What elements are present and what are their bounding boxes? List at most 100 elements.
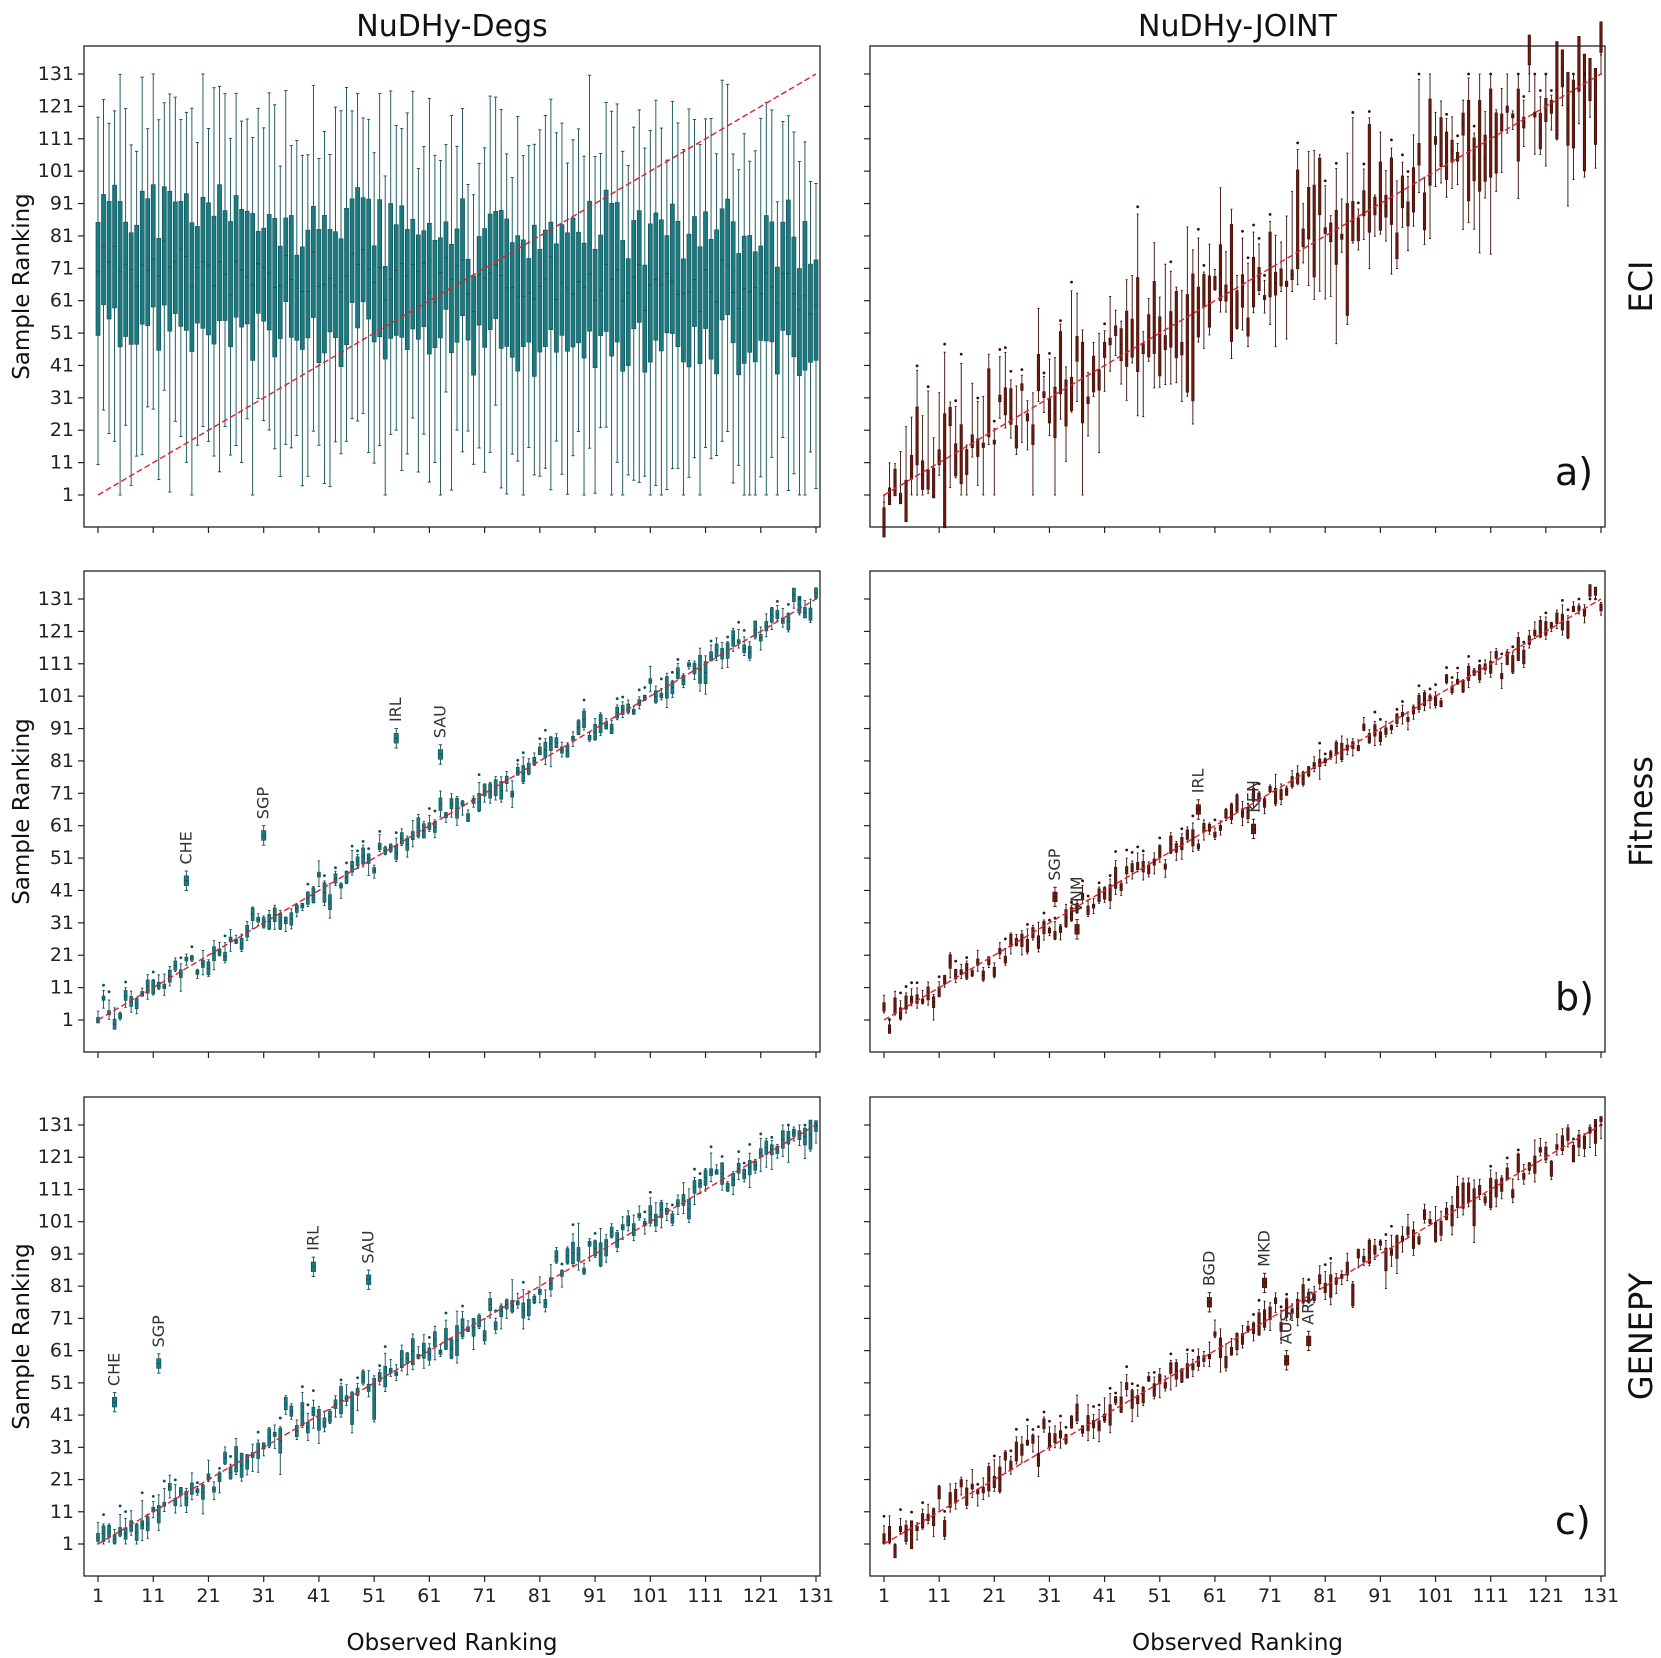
box-107 [1467,663,1471,689]
outlier-point [1003,937,1007,941]
box-body [681,258,686,363]
box-62 [432,154,438,464]
box-60 [421,146,427,435]
outlier-point [1373,710,1377,714]
box-body [664,235,670,334]
box-99 [637,1205,642,1221]
box-116 [731,627,735,652]
outlier-point [676,658,680,661]
box-18 [189,107,195,496]
outlier-point [693,1167,696,1171]
box-89 [1367,729,1371,744]
box-36 [1075,900,1079,914]
box-49 [1147,298,1151,362]
box-9 [140,987,145,997]
outlier-point [720,1155,724,1158]
box-41 [317,860,321,888]
box-72 [1274,773,1278,807]
box-130 [808,598,813,623]
box-67 [1246,262,1250,347]
outlier-point [643,686,647,689]
box-72 [1274,234,1278,348]
outlier-point [1367,110,1371,113]
outlier-point [593,1231,597,1235]
box-body [719,208,725,321]
box-109 [692,118,697,459]
box-16 [179,963,183,992]
box-68 [1251,231,1256,314]
box-107 [681,673,686,689]
box-69 [1257,791,1261,812]
box-31 [261,127,267,422]
y-tick-label: 1 [62,1533,74,1555]
outlier-point [915,364,919,368]
y-tick-label: 91 [50,193,74,215]
box-15 [173,957,178,972]
outlier-point [954,399,958,403]
box-90 [1373,194,1377,237]
box-122 [1549,621,1553,633]
box-56 [1185,226,1189,397]
outlier-point [748,1142,752,1146]
box-body [222,210,228,321]
box-body [642,264,648,373]
box-35 [283,916,288,932]
box-84 [554,733,559,749]
box-body [498,209,504,349]
box-body [128,232,134,345]
box-44 [1119,320,1123,385]
outlier-point [888,1018,891,1021]
box-3 [106,122,112,434]
box-body [758,245,764,341]
box-110 [697,143,703,496]
outlier-point [1467,72,1471,76]
outlier-point [1456,134,1459,138]
outlier-point [151,1494,155,1498]
box-60 [422,1334,426,1369]
outlier-point [1456,666,1459,670]
outlier-point [1048,918,1051,922]
outlier-point [1467,655,1471,658]
box-124 [775,1143,780,1159]
box-106 [676,1194,680,1215]
box-71 [482,147,487,473]
outlier-point [998,348,1002,351]
outlier-point [1334,161,1338,165]
box-69 [1257,243,1261,295]
outlier-point [1026,922,1029,926]
outlier-point [1445,112,1448,116]
box-24 [223,1446,227,1465]
box-13 [162,1488,167,1513]
box-24 [1009,379,1013,439]
box-87 [571,1233,575,1267]
box-71 [1268,220,1272,326]
outlier-point [1566,608,1570,612]
box-body [217,184,222,321]
box-54 [388,90,394,435]
outlier-point [671,670,674,674]
box-body [730,221,736,344]
box-85 [1345,152,1349,325]
box-59 [416,814,421,839]
outlier-point [1390,138,1393,142]
box-body [769,221,775,343]
box-85 [559,122,565,475]
box-112 [709,1152,713,1183]
box-65 [449,1338,454,1360]
box-34 [1064,904,1068,928]
box-91 [1378,131,1382,235]
box-26 [234,1437,238,1476]
box-body [244,210,250,325]
y-tick-label: 71 [50,782,74,804]
box-98 [631,126,637,481]
annotation-label: KEN [1244,780,1263,813]
box-115 [725,1181,730,1192]
box-20 [987,956,991,968]
y-tick-label: 111 [38,1178,74,1200]
outlier-point [904,985,908,988]
box-103 [1445,674,1449,685]
panel-2-0: 1111112121313141415151616171718181919110… [38,1096,834,1607]
box-56 [399,828,404,846]
box-7 [128,144,134,486]
box-41 [317,1406,321,1444]
